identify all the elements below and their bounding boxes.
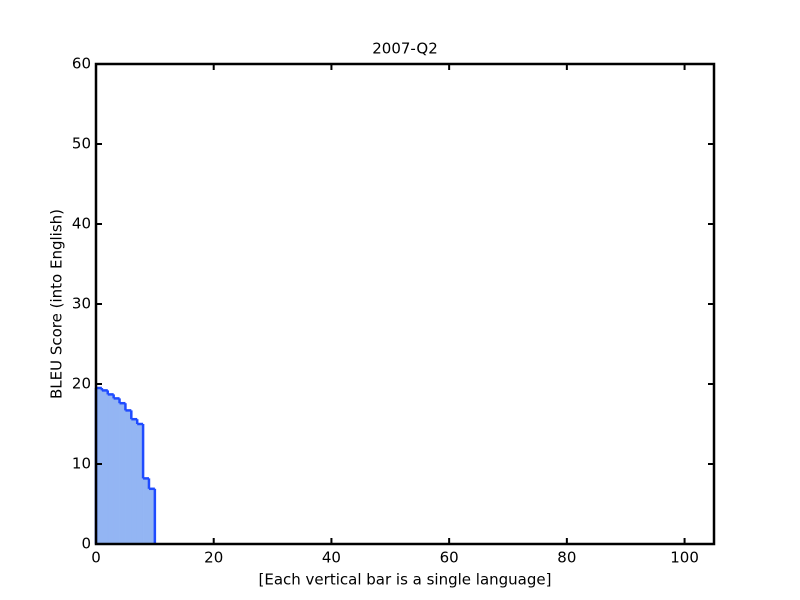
y-tick-label: 0 [81, 535, 91, 553]
y-tick-label: 60 [72, 55, 91, 73]
x-tick-label: 60 [440, 549, 459, 567]
x-tick-label: 100 [670, 549, 699, 567]
y-tick-label: 20 [72, 375, 91, 393]
y-tick-label: 30 [72, 295, 91, 313]
bar [107, 394, 114, 545]
bar [101, 390, 109, 545]
chart-title: 2007-Q2 [372, 40, 438, 58]
bar [125, 410, 132, 545]
x-tick-label: 80 [557, 549, 576, 567]
x-tick-label: 40 [322, 549, 341, 567]
x-axis-label: [Each vertical bar is a single language] [259, 571, 552, 589]
x-tick-label: 0 [91, 549, 101, 567]
y-axis-label: BLEU Score (into English) [48, 209, 66, 399]
y-tick-label: 10 [72, 455, 91, 473]
bar [119, 402, 126, 545]
y-tick-label: 40 [72, 215, 91, 233]
x-tick-label: 20 [204, 549, 223, 567]
y-tick-label: 50 [72, 135, 91, 153]
bar [131, 418, 138, 545]
bar [113, 398, 120, 545]
